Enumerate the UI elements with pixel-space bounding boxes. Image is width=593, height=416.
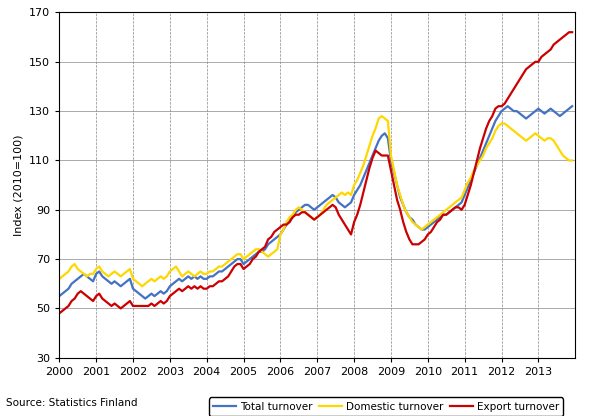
Text: Source: Statistics Finland: Source: Statistics Finland [6, 398, 138, 408]
Domestic turnover [350, 183, 358, 188]
Total turnover [350, 193, 358, 198]
Export turnover [203, 286, 211, 291]
Line: Domestic turnover: Domestic turnover [59, 116, 572, 286]
Total turnover [206, 274, 213, 279]
Domestic turnover [378, 114, 385, 119]
Legend: Total turnover, Domestic turnover, Export turnover: Total turnover, Domestic turnover, Expor… [209, 398, 563, 416]
Total turnover [234, 257, 241, 262]
Domestic turnover [139, 284, 146, 289]
Total turnover [504, 104, 511, 109]
Total turnover [151, 294, 158, 299]
Domestic turnover [470, 168, 477, 173]
Total turnover [569, 104, 576, 109]
Export turnover [56, 311, 63, 316]
Domestic turnover [56, 276, 63, 281]
Total turnover [142, 296, 149, 301]
Export turnover [148, 301, 155, 306]
Total turnover [56, 294, 63, 299]
Export turnover [464, 193, 471, 198]
Export turnover [347, 232, 355, 237]
Export turnover [231, 264, 238, 269]
Domestic turnover [151, 279, 158, 284]
Domestic turnover [569, 158, 576, 163]
Line: Export turnover: Export turnover [59, 32, 572, 313]
Total turnover [467, 178, 474, 183]
Domestic turnover [206, 269, 213, 274]
Line: Total turnover: Total turnover [59, 106, 572, 299]
Y-axis label: Index (2010=100): Index (2010=100) [14, 134, 24, 236]
Export turnover [357, 202, 364, 207]
Export turnover [566, 30, 573, 35]
Export turnover [569, 30, 576, 35]
Domestic turnover [234, 252, 241, 257]
Domestic turnover [360, 163, 367, 168]
Total turnover [360, 175, 367, 180]
